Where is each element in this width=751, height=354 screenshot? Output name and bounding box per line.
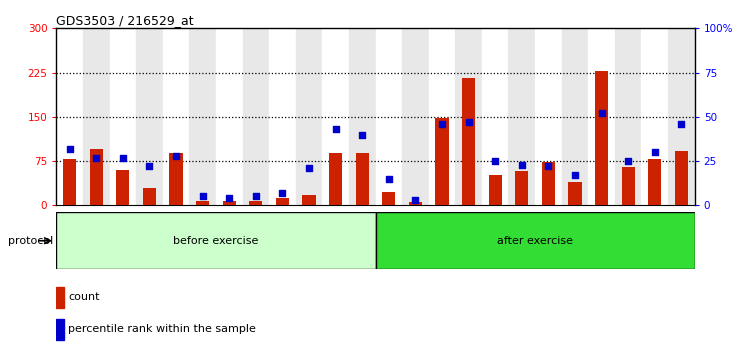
Text: after exercise: after exercise — [497, 236, 573, 246]
Point — [90, 155, 102, 160]
Bar — [303, 195, 315, 205]
Bar — [462, 79, 475, 205]
Bar — [56, 287, 64, 308]
Point — [330, 126, 342, 132]
Bar — [56, 212, 376, 269]
Bar — [243, 28, 269, 205]
Point — [64, 146, 76, 152]
Text: protocol: protocol — [8, 236, 53, 246]
Bar — [170, 153, 182, 205]
Bar — [508, 28, 535, 205]
Point — [250, 194, 262, 199]
Bar — [269, 28, 296, 205]
Bar — [402, 28, 429, 205]
Bar — [482, 28, 508, 205]
Bar — [136, 28, 163, 205]
Point — [383, 176, 395, 182]
Bar — [329, 153, 342, 205]
Bar — [56, 28, 83, 205]
Point — [649, 149, 661, 155]
Bar — [535, 28, 562, 205]
Point — [276, 190, 288, 196]
Bar — [83, 28, 110, 205]
Bar — [641, 28, 668, 205]
Point — [596, 110, 608, 116]
Point — [117, 155, 129, 160]
Bar — [455, 28, 482, 205]
Bar — [189, 28, 216, 205]
Bar — [615, 28, 641, 205]
Point — [622, 158, 634, 164]
Point — [197, 194, 209, 199]
Bar — [222, 201, 236, 205]
Bar — [376, 28, 402, 205]
Bar — [588, 28, 615, 205]
Bar — [668, 28, 695, 205]
Point — [489, 158, 501, 164]
Text: GDS3503 / 216529_at: GDS3503 / 216529_at — [56, 14, 194, 27]
Bar — [376, 212, 695, 269]
Bar — [216, 28, 243, 205]
Bar — [515, 171, 529, 205]
Bar — [116, 170, 129, 205]
Bar — [569, 182, 581, 205]
Point — [223, 195, 235, 201]
Bar — [595, 71, 608, 205]
Point — [569, 172, 581, 178]
Point — [356, 132, 368, 137]
Point — [143, 164, 155, 169]
Bar — [429, 28, 455, 205]
Bar — [489, 175, 502, 205]
Bar — [163, 28, 189, 205]
Point — [409, 197, 421, 203]
Bar — [622, 167, 635, 205]
Text: before exercise: before exercise — [173, 236, 258, 246]
Point — [436, 121, 448, 127]
Point — [542, 164, 554, 169]
Bar — [89, 149, 103, 205]
Bar — [648, 159, 662, 205]
Bar — [249, 201, 262, 205]
Bar — [436, 118, 448, 205]
Bar — [296, 28, 322, 205]
Bar — [349, 28, 376, 205]
Point — [675, 121, 687, 127]
Bar — [674, 151, 688, 205]
Bar — [409, 202, 422, 205]
Bar — [56, 319, 64, 340]
Point — [303, 165, 315, 171]
Bar — [355, 153, 369, 205]
Text: count: count — [68, 292, 100, 302]
Bar — [63, 159, 77, 205]
Text: percentile rank within the sample: percentile rank within the sample — [68, 324, 256, 334]
Bar — [541, 162, 555, 205]
Bar — [322, 28, 349, 205]
Point — [463, 119, 475, 125]
Bar — [276, 198, 289, 205]
Bar — [110, 28, 136, 205]
Bar — [196, 201, 210, 205]
Point — [170, 153, 182, 159]
Bar — [562, 28, 588, 205]
Point — [516, 162, 528, 167]
Bar — [382, 192, 396, 205]
Bar — [143, 188, 156, 205]
